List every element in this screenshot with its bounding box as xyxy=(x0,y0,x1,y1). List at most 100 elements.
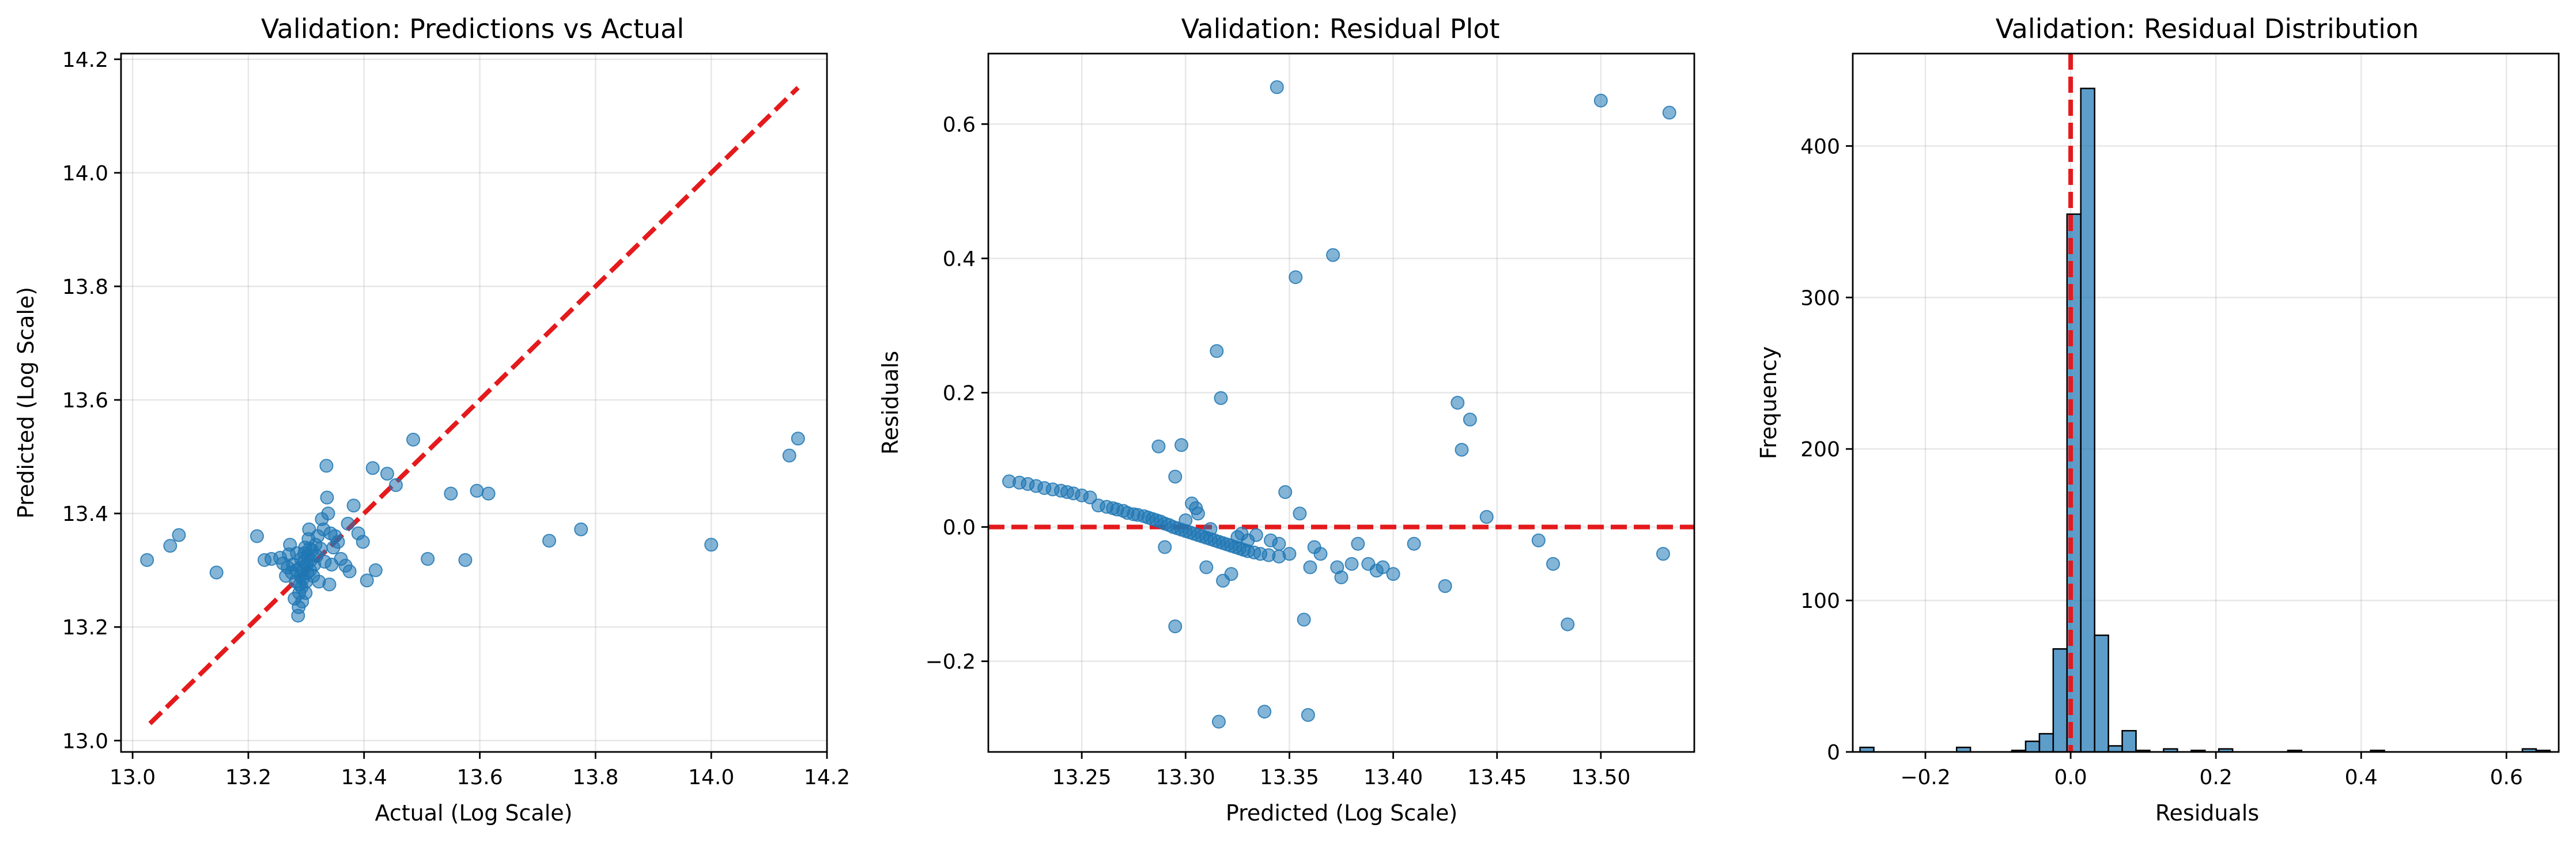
y-tick-label: 0.2 xyxy=(943,382,976,406)
histogram-bar xyxy=(2094,634,2109,753)
scatter-point xyxy=(1270,80,1284,94)
histogram-bar xyxy=(2038,733,2054,753)
histogram-bar xyxy=(2107,745,2123,753)
scatter-point xyxy=(1168,619,1183,634)
y-tick-label: 300 xyxy=(1800,286,1840,310)
panel-residual-plot: Validation: Residual Plot 13.25 13.30 13.3… xyxy=(878,13,1695,826)
scatter-point xyxy=(313,542,328,556)
x-tick-label: 13.45 xyxy=(1467,766,1527,789)
panel-predictions-vs-actual: Validation: Predictions vs Actual 13.0 13… xyxy=(13,13,850,826)
chart-title-1: Validation: Predictions vs Actual xyxy=(261,13,684,44)
scatter-point xyxy=(1334,570,1349,584)
scatter-point xyxy=(1179,513,1193,527)
scatter-point xyxy=(1386,567,1400,581)
y-axis-label-3: Frequency xyxy=(1756,346,1781,459)
scatter-point xyxy=(172,528,186,542)
scatter-point xyxy=(320,490,334,505)
scatter-point xyxy=(1158,540,1172,554)
scatter-point xyxy=(346,498,361,513)
scatter-point xyxy=(1211,714,1226,729)
x-axis-label-3: Residuals xyxy=(2155,800,2259,826)
grid-3 xyxy=(1853,54,2559,753)
scatter-point xyxy=(1083,490,1097,505)
scatter-point xyxy=(458,553,473,567)
scatter-point xyxy=(1662,105,1676,120)
chart-title-2: Validation: Residual Plot xyxy=(1181,13,1500,44)
histogram-bar xyxy=(2052,648,2068,753)
scatter-point xyxy=(481,486,496,501)
scatter-points-1 xyxy=(140,432,805,623)
scatter-point xyxy=(470,483,484,498)
y-tick-label: 13.4 xyxy=(62,502,108,526)
scatter-point xyxy=(380,467,394,481)
scatter-point xyxy=(791,432,805,446)
grid-2 xyxy=(988,54,1694,752)
x-tick-label: 13.8 xyxy=(572,766,618,789)
y-tick-label: 14.2 xyxy=(62,48,108,72)
x-axis-ticks-1: 13.0 13.2 13.4 13.6 13.8 14.0 14.2 xyxy=(109,752,850,789)
y-axis-ticks-1: 13.0 13.2 13.4 13.6 13.8 14.0 14.2 xyxy=(62,48,121,753)
scatter-point xyxy=(1278,485,1293,499)
grid-1 xyxy=(121,54,828,752)
scatter-point xyxy=(1326,248,1340,262)
scatter-point xyxy=(782,448,796,463)
scatter-point xyxy=(1272,536,1286,551)
identity-line xyxy=(148,86,800,725)
x-tick-label: 14.0 xyxy=(688,766,734,789)
x-axis-label-1: Actual (Log Scale) xyxy=(375,800,573,826)
scatter-point xyxy=(1463,413,1477,427)
x-tick-label: 13.25 xyxy=(1052,766,1112,789)
y-tick-label: 400 xyxy=(1800,135,1840,158)
scatter-point xyxy=(321,506,335,521)
scatter-point xyxy=(1293,506,1307,521)
scatter-point xyxy=(1455,443,1469,457)
x-tick-label: 13.4 xyxy=(341,766,387,789)
scatter-point xyxy=(1301,708,1315,722)
scatter-point xyxy=(1451,396,1465,410)
scatter-point xyxy=(1593,93,1608,108)
x-tick-label: 13.30 xyxy=(1156,766,1215,789)
y-tick-label: 100 xyxy=(1800,589,1840,613)
chart-title-3: Validation: Residual Distribution xyxy=(1996,13,2419,44)
scatter-point xyxy=(331,535,345,549)
x-tick-label: 0.4 xyxy=(2345,766,2378,789)
x-tick-label: 13.35 xyxy=(1260,766,1319,789)
scatter-point xyxy=(1531,533,1546,547)
plot-frame-3 xyxy=(1852,52,2560,753)
scatter-point xyxy=(1561,617,1575,632)
scatter-point xyxy=(1344,557,1359,571)
scatter-point xyxy=(388,478,403,492)
plot-frame-1 xyxy=(120,52,828,753)
x-tick-label: −0.2 xyxy=(1900,766,1950,789)
scatter-point xyxy=(1199,560,1214,574)
scatter-points-2 xyxy=(1002,80,1676,729)
y-tick-label: −0.2 xyxy=(926,651,976,674)
scatter-point xyxy=(1151,439,1166,453)
y-tick-label: 13.0 xyxy=(62,729,108,753)
x-tick-label: 13.2 xyxy=(225,766,271,789)
y-tick-label: 0.4 xyxy=(943,247,976,271)
scatter-point xyxy=(1656,547,1670,561)
y-axis-label-1: Predicted (Log Scale) xyxy=(13,287,39,519)
histogram-bars xyxy=(1859,88,2551,753)
x-tick-label: 13.6 xyxy=(456,766,503,789)
y-tick-label: 13.6 xyxy=(62,389,108,413)
x-axis-ticks-2: 13.25 13.30 13.35 13.40 13.45 13.50 xyxy=(1052,752,1630,789)
y-tick-label: 200 xyxy=(1800,438,1840,462)
x-tick-label: 0.2 xyxy=(2200,766,2233,789)
x-axis-label-2: Predicted (Log Scale) xyxy=(1226,800,1457,826)
scatter-point xyxy=(1282,547,1297,561)
scatter-point xyxy=(1168,470,1183,484)
scatter-point xyxy=(299,586,313,600)
scatter-point xyxy=(421,551,435,566)
scatter-point xyxy=(1297,612,1311,627)
histogram-bar xyxy=(2121,729,2137,753)
scatter-point xyxy=(1257,705,1272,719)
y-tick-label: 13.2 xyxy=(62,616,108,640)
scatter-point xyxy=(356,535,370,549)
scatter-point xyxy=(444,486,458,501)
scatter-point xyxy=(1224,567,1238,581)
scatter-point xyxy=(250,529,264,543)
